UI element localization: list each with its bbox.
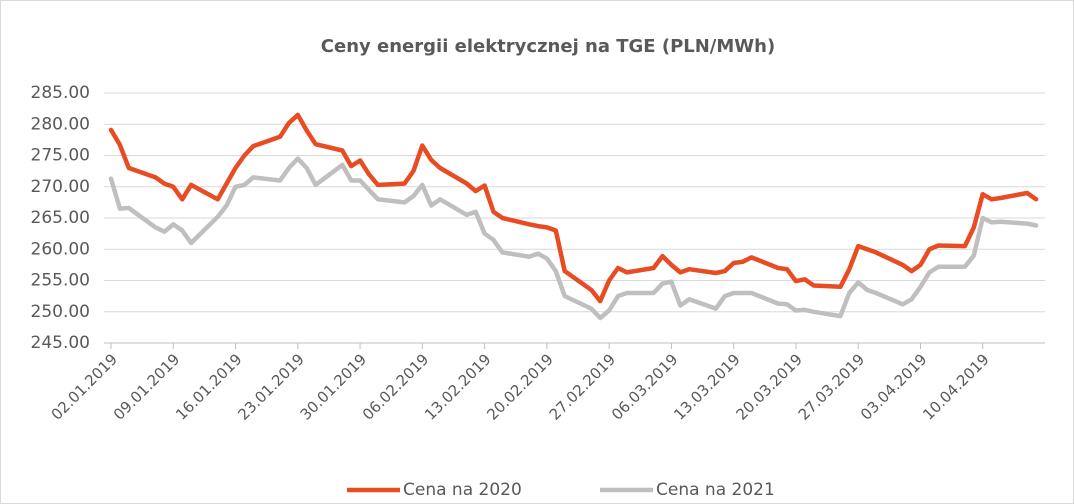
y-tick-label: 265.00 <box>31 208 90 228</box>
series-line <box>108 112 1039 304</box>
y-tick-label: 245.00 <box>31 333 90 353</box>
y-tick-label: 260.00 <box>31 239 90 259</box>
y-tick-label: 285.00 <box>31 83 90 103</box>
legend-label: Cena na 2020 <box>403 480 522 500</box>
legend-label: Cena na 2021 <box>656 480 775 500</box>
y-tick-label: 280.00 <box>31 114 90 134</box>
y-tick-label: 250.00 <box>31 302 90 322</box>
y-tick-label: 270.00 <box>31 177 90 197</box>
y-tick-label: 275.00 <box>31 146 90 166</box>
y-tick-label: 255.00 <box>31 271 90 291</box>
chart-title: Ceny energii elektrycznej na TGE (PLN/MW… <box>321 36 775 57</box>
series-line <box>108 156 1039 321</box>
